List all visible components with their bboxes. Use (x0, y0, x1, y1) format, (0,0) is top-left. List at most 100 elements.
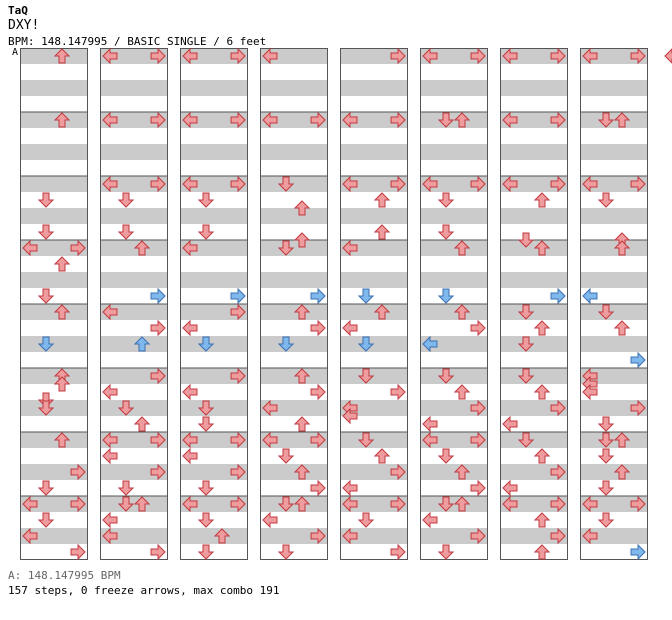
beat-stripe (100, 176, 168, 192)
beat-stripe (580, 208, 648, 224)
beat-stripe (180, 368, 248, 384)
step-arrow-left (22, 239, 38, 257)
beat-stripe (500, 240, 568, 256)
step-arrow-right (150, 319, 166, 337)
step-arrow-down (437, 224, 455, 240)
step-arrow-right (550, 399, 566, 417)
step-arrow-up (133, 240, 151, 256)
step-arrow-right (310, 431, 326, 449)
step-arrow-up (373, 304, 391, 320)
step-arrow-left (502, 111, 518, 129)
beat-stripe (420, 400, 488, 416)
beat-stripe (340, 112, 408, 128)
step-arrow-right (550, 111, 566, 129)
step-arrow-left (502, 415, 518, 433)
beat-stripe (20, 80, 88, 96)
step-arrow-up (533, 320, 551, 336)
step-arrow-up (213, 528, 231, 544)
column-border (500, 48, 568, 560)
step-arrow-left (422, 431, 438, 449)
beat-stripe (260, 432, 328, 448)
beat-stripe (500, 208, 568, 224)
column-border (180, 48, 248, 560)
step-arrow-up (453, 240, 471, 256)
step-arrow-down (277, 336, 295, 352)
step-arrow-up (613, 112, 631, 128)
beat-stripe (500, 48, 568, 64)
beat-stripe (580, 336, 648, 352)
step-arrow-down (37, 192, 55, 208)
beat-stripe (100, 80, 168, 96)
beat-stripe (100, 240, 168, 256)
step-arrow-up (53, 48, 71, 64)
step-arrow-right (150, 463, 166, 481)
step-arrow-right (390, 47, 406, 65)
beat-stripe (20, 176, 88, 192)
chart-column (260, 48, 328, 560)
beat-stripe (180, 240, 248, 256)
step-arrow-right (70, 239, 86, 257)
beat-stripe (500, 176, 568, 192)
step-arrow-up (453, 112, 471, 128)
step-arrow-down (597, 416, 615, 432)
step-arrow-right (390, 175, 406, 193)
beat-stripe (260, 528, 328, 544)
beat-stripe (20, 432, 88, 448)
step-arrow-right (550, 527, 566, 545)
beat-stripe (420, 144, 488, 160)
beat-stripe (20, 528, 88, 544)
step-arrow-left (102, 175, 118, 193)
song-artist: TaQ (8, 4, 28, 17)
step-arrow-right (470, 47, 486, 65)
beat-stripe (580, 496, 648, 512)
step-arrow-down (597, 480, 615, 496)
beat-stripe (20, 304, 88, 320)
step-arrow-left (422, 335, 438, 353)
step-arrow-right (150, 367, 166, 385)
step-arrow-down (117, 400, 135, 416)
step-arrow-right (470, 399, 486, 417)
step-arrow-up (453, 304, 471, 320)
step-arrow-up (53, 304, 71, 320)
beat-stripe (260, 176, 328, 192)
step-arrow-down (357, 368, 375, 384)
step-arrow-up (453, 384, 471, 400)
step-arrow-down (357, 512, 375, 528)
step-arrow-down (197, 224, 215, 240)
step-arrow-right (310, 111, 326, 129)
step-arrow-down (437, 112, 455, 128)
step-arrow-left (582, 527, 598, 545)
step-arrow-right (390, 495, 406, 513)
beat-stripe (340, 528, 408, 544)
column-border (580, 48, 648, 560)
step-arrow-right (230, 367, 246, 385)
footer-bpm: A: 148.147995 BPM (8, 569, 121, 582)
step-arrow-right (550, 287, 566, 305)
step-arrow-left (182, 239, 198, 257)
beat-stripe (420, 80, 488, 96)
beat-stripe (500, 464, 568, 480)
step-arrow-up (533, 384, 551, 400)
beat-stripe (260, 240, 328, 256)
step-arrow-up (453, 496, 471, 512)
step-arrow-right (550, 495, 566, 513)
step-arrow-right (630, 399, 646, 417)
step-arrow-down (197, 400, 215, 416)
step-arrow-left (502, 479, 518, 497)
beat-stripe (260, 368, 328, 384)
step-arrow-right (550, 463, 566, 481)
step-arrow-up (293, 368, 311, 384)
beat-stripe (340, 336, 408, 352)
step-arrow-down (517, 304, 535, 320)
beat-stripe (260, 400, 328, 416)
step-arrow-down (197, 512, 215, 528)
beat-stripe (180, 48, 248, 64)
step-arrow-left (582, 47, 598, 65)
step-arrow-down (197, 416, 215, 432)
beat-stripe (580, 432, 648, 448)
beat-stripe (100, 400, 168, 416)
beat-stripe (180, 304, 248, 320)
step-arrow-up (293, 416, 311, 432)
beat-stripe (580, 400, 648, 416)
step-arrow-up (533, 512, 551, 528)
